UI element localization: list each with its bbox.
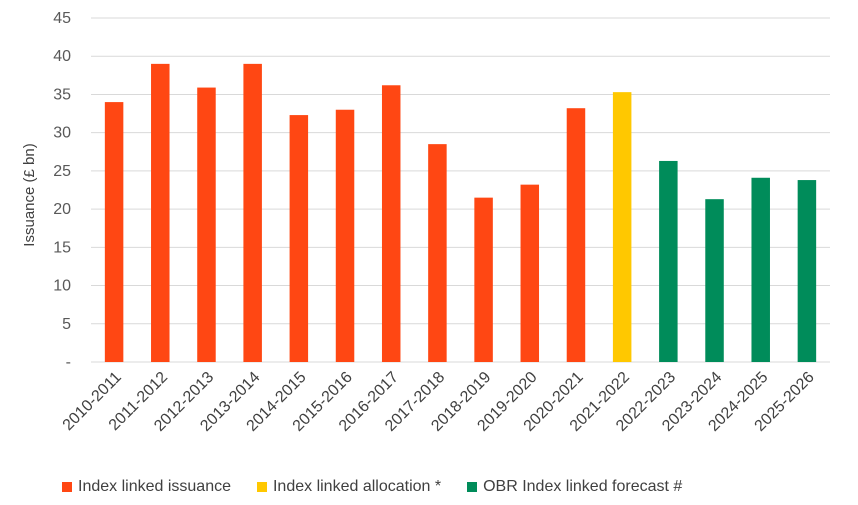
- y-tick-label: 35: [53, 86, 71, 103]
- bar: [381, 85, 401, 362]
- legend-swatch-issuance: [62, 482, 72, 492]
- legend: Index linked issuance Index linked alloc…: [62, 478, 682, 496]
- y-tick-label: 25: [53, 163, 71, 180]
- legend-label-allocation: Index linked allocation *: [272, 478, 442, 495]
- bar-chart: - 5 10 15 20 25 30 35 40 45 2010-20112011-2012201…: [21, 10, 830, 435]
- bar: [520, 184, 540, 362]
- bars: [104, 63, 817, 363]
- y-tick-label: 5: [62, 316, 71, 333]
- legend-swatch-allocation: [256, 482, 267, 492]
- y-tick-label: 15: [53, 239, 71, 256]
- y-tick-label: 45: [53, 10, 71, 27]
- y-tick-label: 20: [53, 201, 71, 218]
- bar: [151, 63, 170, 362]
- legend-item-forecast: OBR Index linked forecast #: [467, 478, 682, 496]
- bar: [566, 108, 586, 363]
- y-tick-label: 40: [53, 48, 71, 65]
- bar: [104, 102, 124, 362]
- bar: [335, 109, 355, 362]
- bar: [797, 180, 817, 362]
- y-tick-label: 10: [53, 278, 71, 295]
- bar: [612, 92, 632, 362]
- bar: [289, 115, 309, 362]
- y-axis-ticks: - 5 10 15 20 25 30 35 40 45: [53, 10, 71, 371]
- y-axis-title: Issuance (£ bn): [21, 143, 38, 246]
- bar: [243, 63, 262, 362]
- bar: [659, 160, 678, 362]
- legend-item-allocation: Index linked allocation *: [256, 478, 442, 496]
- y-tick-label: -: [66, 354, 71, 371]
- legend-label-forecast: OBR Index linked forecast #: [483, 478, 683, 495]
- bar: [751, 177, 770, 362]
- legend-label-issuance: Index linked issuance: [78, 478, 231, 495]
- x-axis-ticks: 2010-20112011-20122012-20132013-20142014…: [60, 369, 818, 435]
- legend-item-issuance: Index linked issuance: [62, 478, 231, 496]
- y-tick-label: 30: [53, 125, 71, 142]
- bar: [705, 199, 724, 362]
- legend-swatch-forecast: [467, 482, 478, 492]
- bar: [474, 197, 493, 362]
- bar: [428, 144, 447, 362]
- bar: [197, 87, 216, 362]
